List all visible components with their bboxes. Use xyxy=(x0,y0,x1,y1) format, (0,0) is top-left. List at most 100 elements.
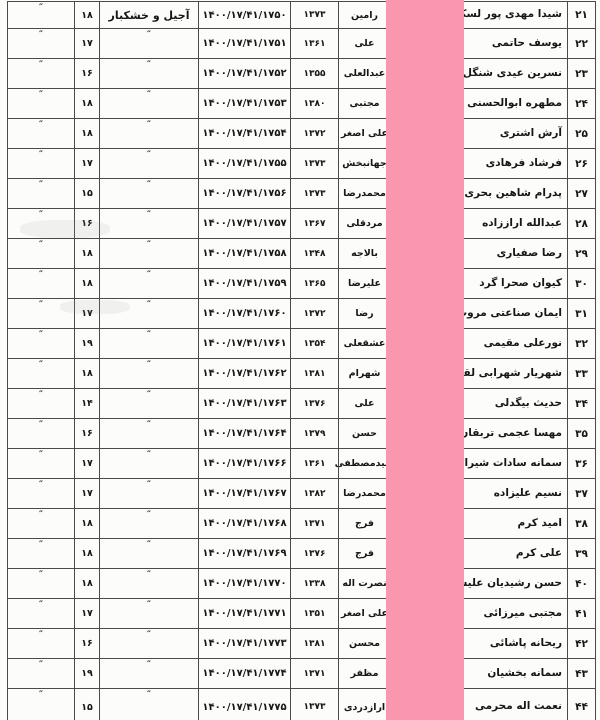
pink-highlight-stripe xyxy=(386,0,464,720)
father-name-cell: فرج xyxy=(339,509,391,539)
ditto-mark-cell: ″ xyxy=(8,389,75,419)
row-number: ۲۶ xyxy=(575,157,588,170)
score-cell: ۱۸ xyxy=(75,539,100,569)
row-number-cell: ۳۰ xyxy=(568,269,596,299)
activity-type: ″ xyxy=(146,60,152,70)
father-name-cell: نصرت اله xyxy=(339,569,391,599)
ditto-mark: ″ xyxy=(38,360,44,370)
birth-year-cell: ۱۳۷۳ xyxy=(291,689,339,720)
score-value: ۱۸ xyxy=(81,518,93,529)
row-number: ۳۸ xyxy=(575,517,588,530)
full-name-cell: کیوان صحرا گرد xyxy=(391,269,568,299)
license-number-cell: ۱۴۰۰/۱۷/۴۱/۱۷۷۵ xyxy=(199,689,291,720)
score-value: ۱۸ xyxy=(81,128,93,139)
row-number-cell: ۳۶ xyxy=(568,449,596,479)
father-name-cell: علی اصغر xyxy=(339,599,391,629)
birth-year-cell: ۱۳۸۰ xyxy=(291,89,339,119)
full-name: نسیم علیزاده xyxy=(493,486,562,499)
score-value: ۱۷ xyxy=(81,308,93,319)
license-number: ۱۴۰۰/۱۷/۴۱/۱۷۷۴ xyxy=(202,668,287,679)
birth-year: ۱۳۸۱ xyxy=(303,638,326,649)
father-name: رضا xyxy=(355,308,374,319)
score-value: ۱۸ xyxy=(81,278,93,289)
ditto-mark-cell: ″ xyxy=(8,119,75,149)
score-value: ۱۵ xyxy=(81,188,93,199)
full-name: ایمان صناعتی مروت xyxy=(456,306,562,319)
ditto-mark: ″ xyxy=(38,300,44,310)
score-cell: ۱۷ xyxy=(75,449,100,479)
birth-year: ۱۳۷۲ xyxy=(303,128,326,139)
license-number-cell: ۱۴۰۰/۱۷/۴۱/۱۷۶۶ xyxy=(199,449,291,479)
ditto-mark: ″ xyxy=(38,570,44,580)
row-number: ۳۶ xyxy=(575,457,588,470)
ditto-mark: ″ xyxy=(38,3,44,13)
birth-year: ۱۳۷۳ xyxy=(303,10,326,20)
father-name: محمدرضا xyxy=(343,188,386,199)
birth-year: ۱۳۷۶ xyxy=(303,548,326,559)
activity-type: ″ xyxy=(146,330,152,340)
ditto-mark-cell: ″ xyxy=(8,179,75,209)
row-number-cell: ۲۵ xyxy=(568,119,596,149)
license-number-cell: ۱۴۰۰/۱۷/۴۱/۱۷۵۳ xyxy=(199,89,291,119)
row-number-cell: ۳۵ xyxy=(568,419,596,449)
score-cell: ۱۶ xyxy=(75,59,100,89)
full-name: مجتبی میرزائی xyxy=(483,606,562,619)
ditto-mark-cell: ″ xyxy=(8,239,75,269)
ditto-mark: ″ xyxy=(38,690,44,700)
birth-year: ۱۳۵۴ xyxy=(303,338,326,349)
row-number: ۴۰ xyxy=(575,577,588,590)
license-number: ۱۴۰۰/۱۷/۴۱/۱۷۶۹ xyxy=(202,548,287,559)
scan-smudge xyxy=(20,220,110,238)
birth-year: ۱۳۵۵ xyxy=(303,68,326,79)
score-value: ۱۸ xyxy=(81,9,93,21)
activity-type-cell: ″ xyxy=(100,509,199,539)
activity-type: ″ xyxy=(146,210,152,220)
activity-type-cell: ″ xyxy=(100,119,199,149)
ditto-mark-cell: ″ xyxy=(8,329,75,359)
father-name: مردقلی xyxy=(346,218,383,229)
birth-year-cell: ۱۳۳۸ xyxy=(291,569,339,599)
row-number: ۳۱ xyxy=(575,307,588,320)
birth-year: ۱۳۶۱ xyxy=(303,458,326,469)
row-number-cell: ۴۰ xyxy=(568,569,596,599)
birth-year-cell: ۱۳۷۳ xyxy=(291,179,339,209)
father-name: فرج xyxy=(355,518,374,529)
full-name-cell: عبدالله اراززاده xyxy=(391,209,568,239)
ditto-mark-cell: ″ xyxy=(8,569,75,599)
full-name: علی کرم xyxy=(515,546,562,559)
ditto-mark: ″ xyxy=(38,450,44,460)
row-number: ۲۹ xyxy=(575,247,588,260)
birth-year: ۱۳۸۰ xyxy=(303,98,326,109)
activity-type: ″ xyxy=(146,570,152,580)
license-number: ۱۴۰۰/۱۷/۴۱/۱۷۵۴ xyxy=(202,128,287,139)
full-name-cell: نسرین عیدی شنگل آباد xyxy=(391,59,568,89)
ditto-mark: ″ xyxy=(38,30,44,40)
birth-year: ۱۳۳۸ xyxy=(303,578,326,589)
score-value: ۱۸ xyxy=(81,578,93,589)
row-number: ۲۳ xyxy=(575,67,588,80)
ditto-mark: ″ xyxy=(38,150,44,160)
license-number-cell: ۱۴۰۰/۱۷/۴۱/۱۷۶۹ xyxy=(199,539,291,569)
father-name: مجتبی xyxy=(349,98,380,109)
full-name-cell: سمانه بخشیان xyxy=(391,659,568,689)
birth-year-cell: ۱۳۷۱ xyxy=(291,509,339,539)
activity-type-cell: ″ xyxy=(100,479,199,509)
full-name-cell: نورعلی مقیمی xyxy=(391,329,568,359)
birth-year: ۱۳۷۶ xyxy=(303,398,326,409)
score-cell: ۱۸ xyxy=(75,89,100,119)
score-cell: ۱۹ xyxy=(75,329,100,359)
father-name-cell: ارازدردی xyxy=(339,689,391,720)
birth-year-cell: ۱۳۶۵ xyxy=(291,269,339,299)
activity-type-cell: ″ xyxy=(100,659,199,689)
birth-year: ۱۳۴۸ xyxy=(303,248,326,259)
ditto-mark-cell: ″ xyxy=(8,419,75,449)
score-cell: ۱۸ xyxy=(75,359,100,389)
ditto-mark: ″ xyxy=(38,660,44,670)
license-number: ۱۴۰۰/۱۷/۴۱/۱۷۵۰ xyxy=(202,9,287,21)
ditto-mark-cell: ″ xyxy=(8,89,75,119)
father-name-cell: علی xyxy=(339,29,391,59)
activity-type: ″ xyxy=(146,120,152,130)
row-number-cell: ۲۱ xyxy=(568,2,596,29)
license-number-cell: ۱۴۰۰/۱۷/۴۱/۱۷۵۱ xyxy=(199,29,291,59)
row-number: ۲۵ xyxy=(575,127,588,140)
